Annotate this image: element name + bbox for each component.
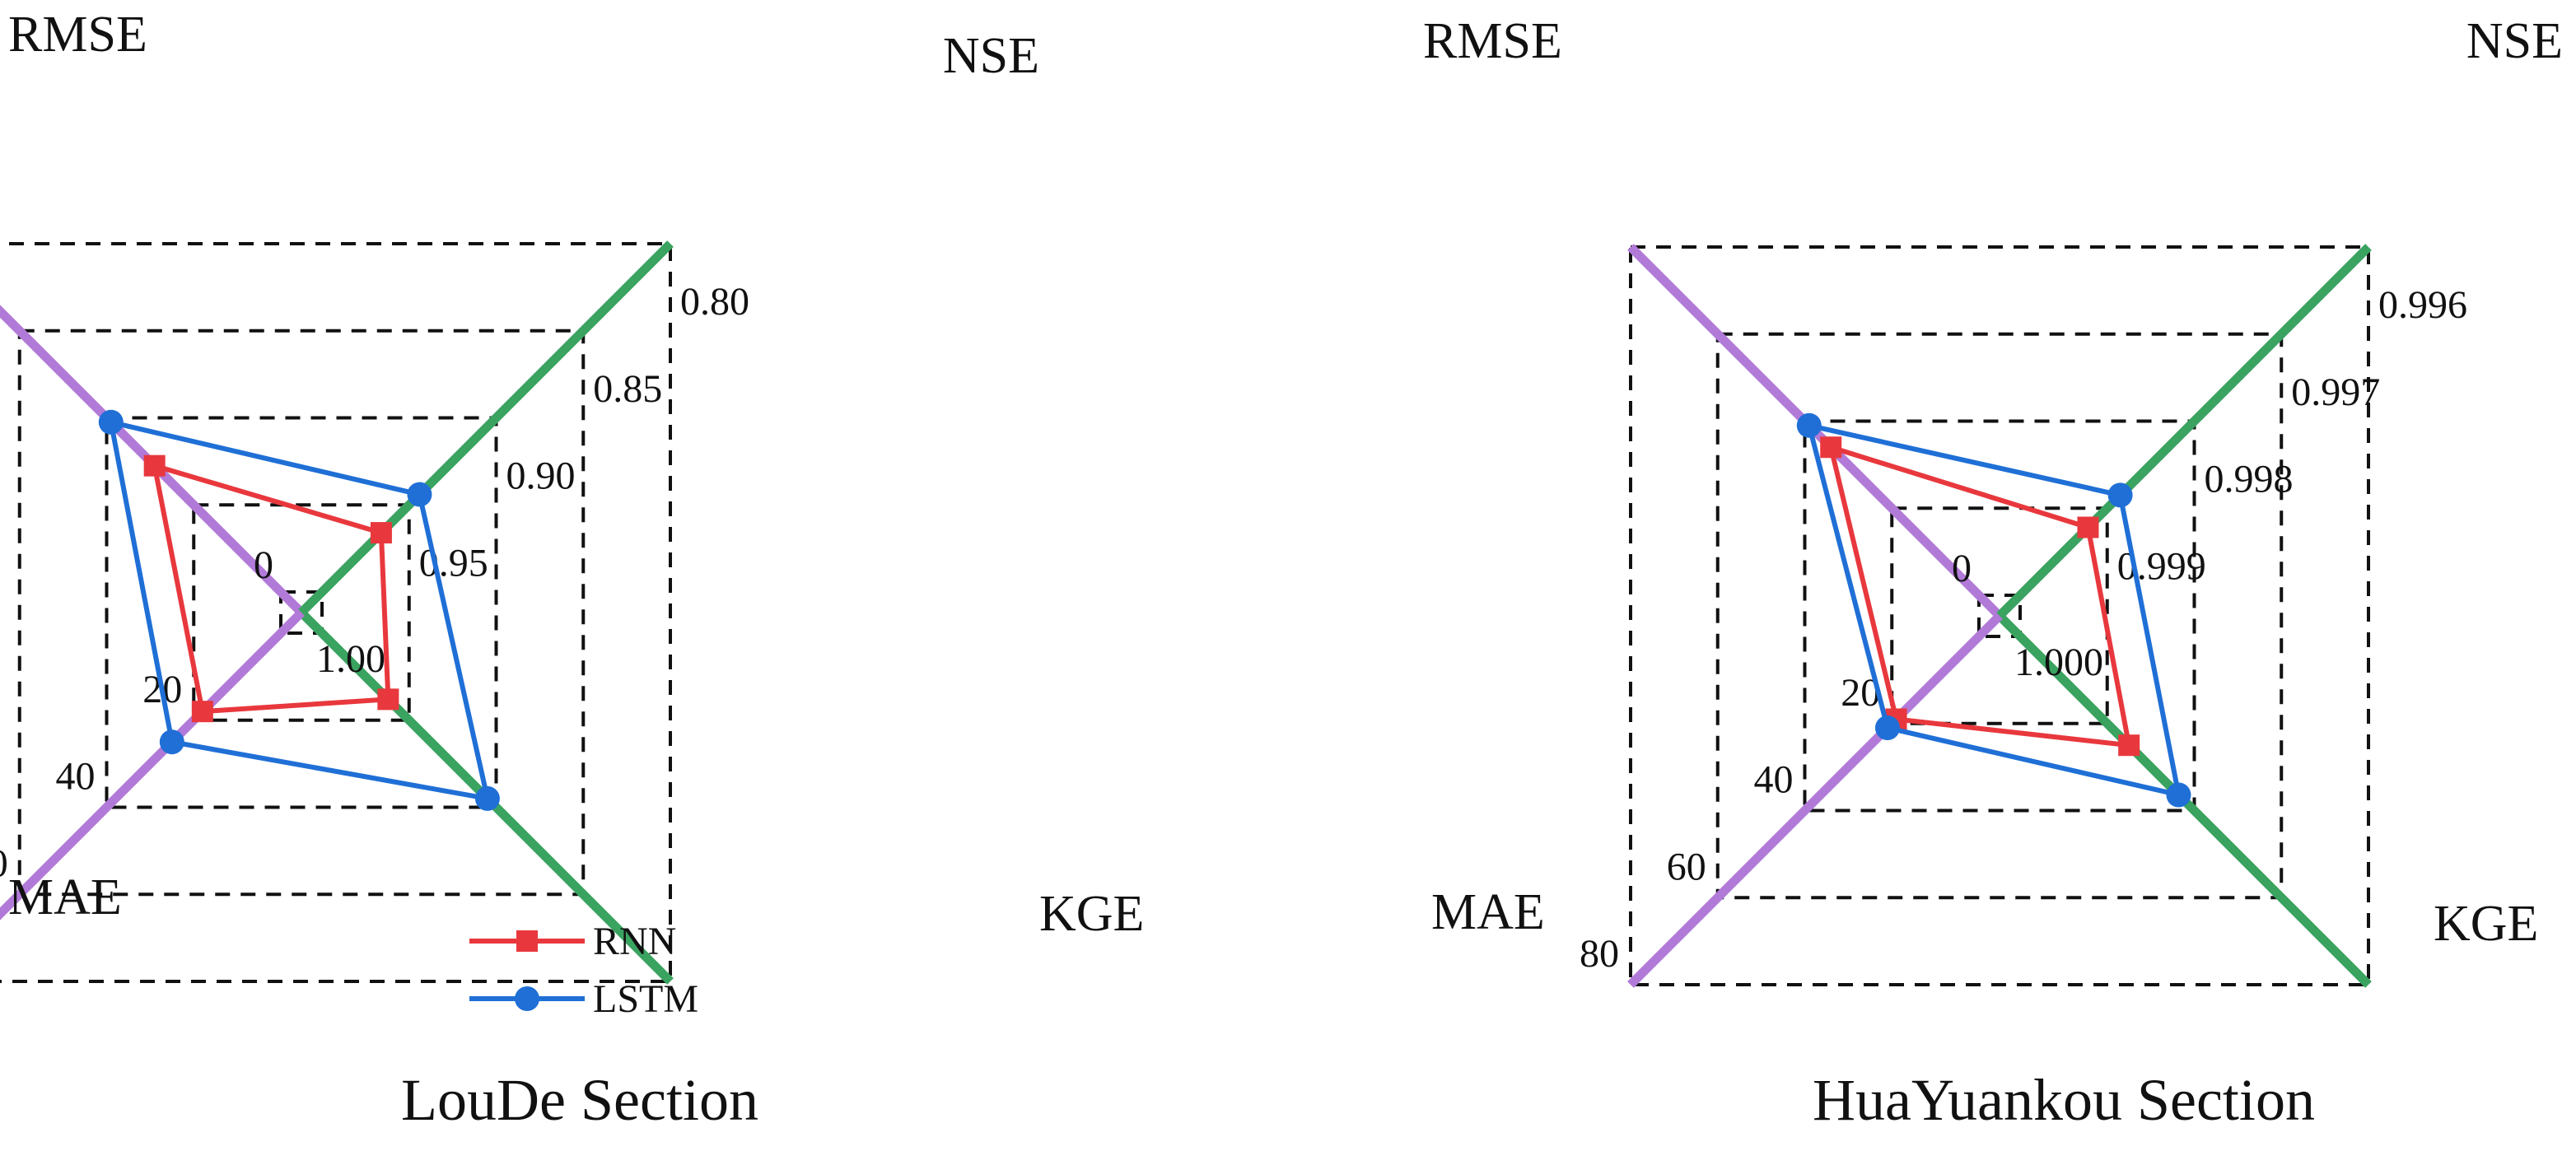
lstm-point-mae (159, 729, 184, 755)
rmse-mae-tick-label: 0 (1952, 547, 1972, 590)
kge-axis-label: KGE (2434, 896, 2538, 952)
loude-radar-panel: 0204060801.000.950.900.850.80RMSENSEKGEM… (0, 7, 1144, 1133)
rmse-mae-tick-label: 80 (1580, 932, 1619, 976)
nse-axis-label: NSE (2466, 13, 2563, 69)
rnn-point-rmse (143, 454, 166, 477)
panel-title: HuaYuankou Section (1813, 1067, 2315, 1133)
nse-kge-tick-label: 0.996 (2378, 283, 2467, 327)
legend-marker-lstm (515, 986, 539, 1011)
lstm-point-mae (1874, 715, 1900, 741)
nse-kge-tick-label: 0.998 (2205, 458, 2294, 501)
mae-axis-line (1627, 613, 2003, 988)
nse-kge-tick-label: 0.90 (506, 454, 576, 498)
nse-kge-tick-label: 0.997 (2291, 370, 2380, 414)
mae-axis-label: MAE (1431, 884, 1545, 940)
mae-axis-label: MAE (8, 869, 122, 925)
rmse-axis-label: RMSE (1423, 13, 1562, 69)
rmse-axis-label: RMSE (8, 7, 147, 63)
nse-axis-line (1996, 244, 2372, 619)
rmse-mae-tick-label: 0 (254, 543, 273, 587)
grid-square-5 (1629, 245, 2370, 986)
legend-marker-rnn (516, 930, 538, 952)
nse-kge-tick-label: 1.000 (2014, 641, 2103, 684)
mae-axis-line (0, 609, 305, 920)
lstm-point-nse (407, 482, 432, 507)
rnn-point-kge (377, 688, 399, 711)
grid-square-5 (0, 242, 672, 983)
grid-square-4 (17, 329, 586, 897)
legend: RNN LSTM (469, 920, 698, 1021)
legend-label-rnn: RNN (593, 920, 676, 963)
grid-square-1 (279, 590, 324, 635)
nse-kge-tick-label: 0.80 (680, 280, 749, 324)
nse-kge-tick-label: 1.00 (316, 637, 385, 681)
grid-square-2 (1890, 506, 2109, 725)
lstm-point-nse (2107, 482, 2133, 508)
rnn-point-mae (191, 701, 213, 723)
legend-label-lstm: LSTM (593, 977, 698, 1021)
rnn-point-nse (370, 522, 392, 544)
rmse-mae-tick-label: 40 (56, 755, 96, 799)
nse-axis-label: NSE (943, 28, 1039, 84)
nse-axis-line (298, 240, 674, 616)
lstm-point-kge (474, 785, 500, 811)
grid-square-3 (1803, 419, 2196, 813)
lstm-point-rmse (98, 409, 124, 435)
rmse-mae-tick-label: 60 (0, 841, 8, 885)
grid-square-3 (105, 416, 498, 809)
rmse-mae-tick-label: 60 (1667, 845, 1706, 888)
nse-kge-tick-label: 0.85 (593, 367, 662, 411)
lstm-point-kge (2166, 782, 2191, 808)
rmse-mae-tick-label: 40 (1754, 758, 1794, 802)
grid-square-4 (1715, 332, 2284, 900)
rnn-point-rmse (1820, 436, 1842, 459)
panel-title: LouDe Section (401, 1067, 758, 1133)
grid-square-2 (192, 503, 411, 722)
rnn-point-nse (2077, 516, 2099, 538)
grid-square-1 (1977, 594, 2022, 638)
kge-axis-label: KGE (1039, 886, 1144, 942)
rnn-point-kge (2118, 734, 2140, 757)
lstm-point-rmse (1796, 412, 1822, 438)
